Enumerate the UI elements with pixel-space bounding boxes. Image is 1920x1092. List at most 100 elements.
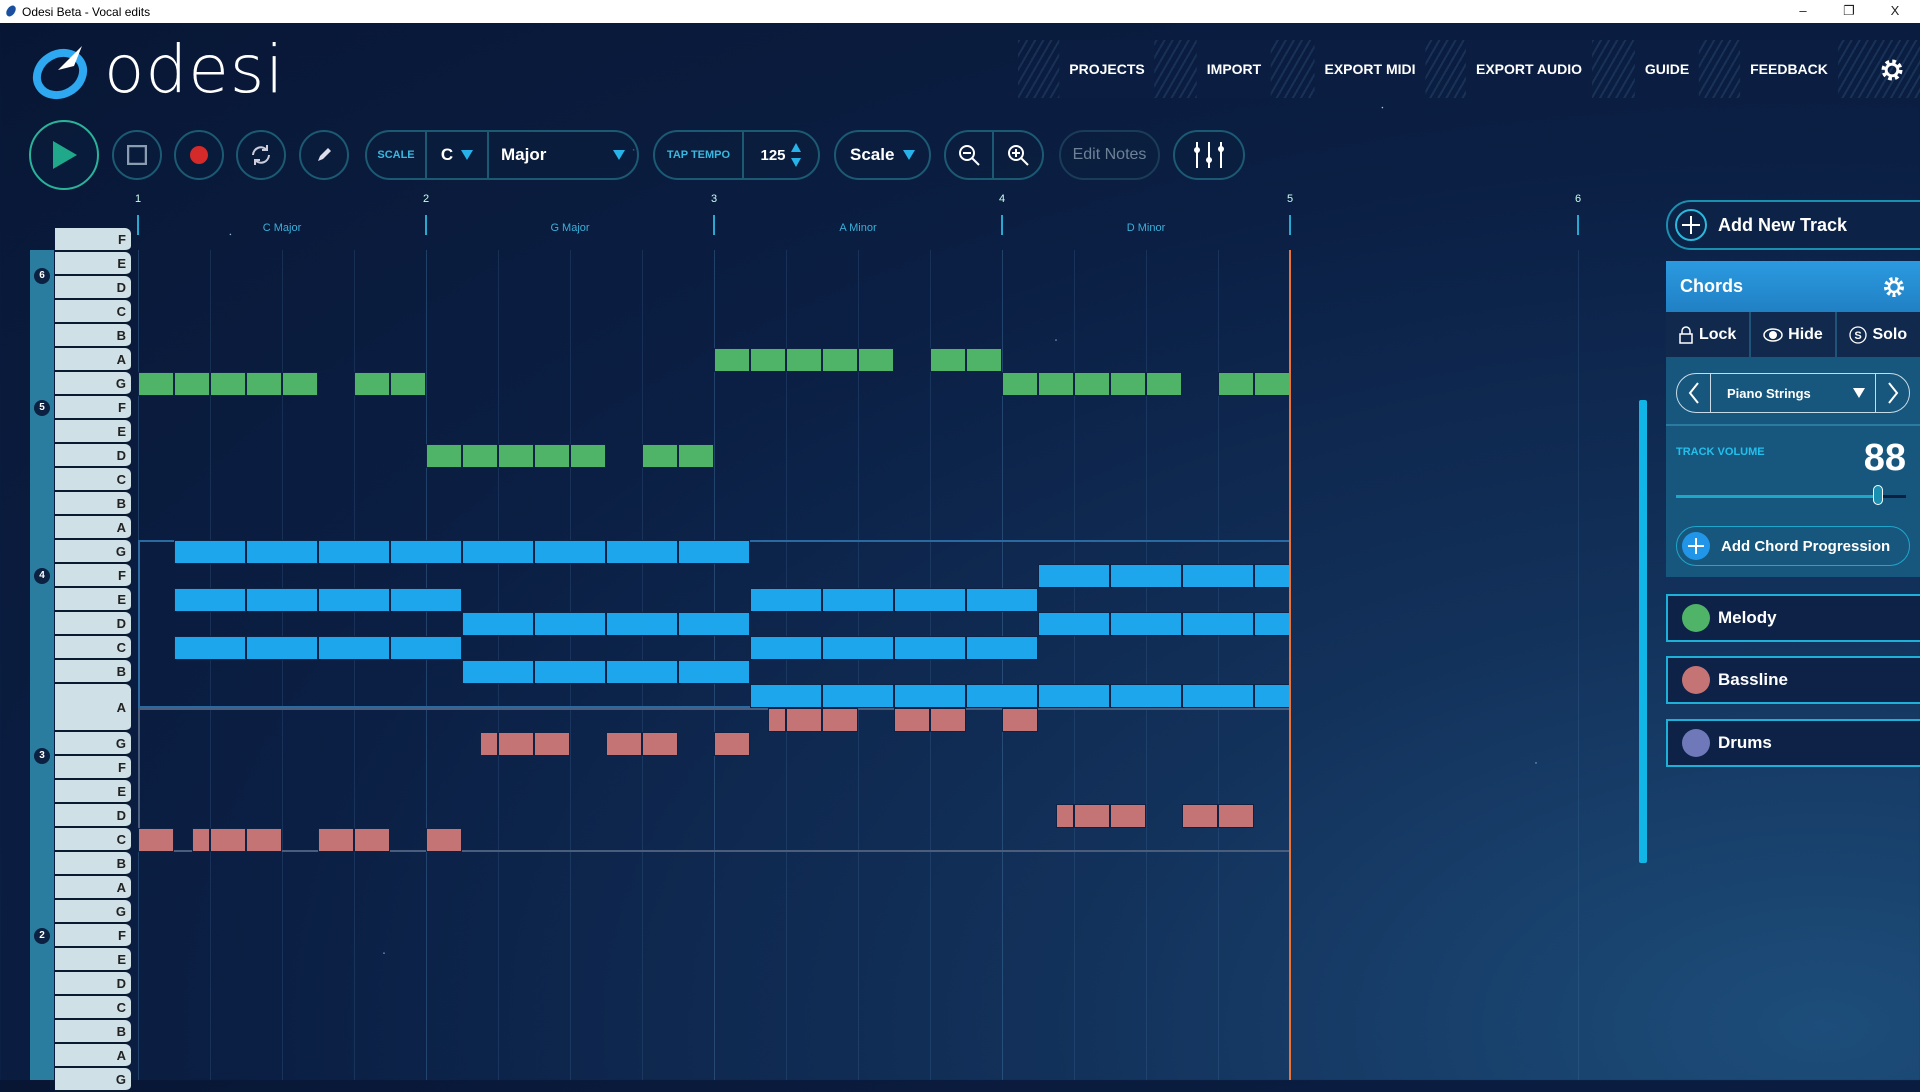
bassline-note[interactable]: [606, 732, 642, 756]
scale-dropdown[interactable]: Scale: [834, 130, 931, 180]
melody-note[interactable]: [1002, 372, 1038, 396]
chords-note[interactable]: [966, 684, 1038, 708]
piano-key[interactable]: C: [55, 996, 131, 1020]
bassline-note[interactable]: [786, 708, 822, 732]
piano-key[interactable]: D: [55, 276, 131, 300]
chords-note[interactable]: [318, 636, 390, 660]
piano-key[interactable]: D: [55, 972, 131, 996]
chords-note[interactable]: [822, 588, 894, 612]
minimize-button[interactable]: –: [1799, 3, 1807, 18]
pencil-button[interactable]: [299, 130, 349, 180]
bassline-note[interactable]: [138, 828, 174, 852]
bassline-note[interactable]: [192, 828, 210, 852]
chords-note[interactable]: [1110, 612, 1182, 636]
loop-button[interactable]: [236, 130, 286, 180]
chords-note[interactable]: [822, 636, 894, 660]
bassline-note[interactable]: [1056, 804, 1074, 828]
bassline-note[interactable]: [210, 828, 246, 852]
chords-note[interactable]: [606, 612, 678, 636]
melody-note[interactable]: [462, 444, 498, 468]
piano-key[interactable]: E: [55, 588, 131, 612]
piano-key[interactable]: E: [55, 780, 131, 804]
piano-key[interactable]: E: [55, 420, 131, 444]
vertical-scrollbar[interactable]: [1639, 400, 1647, 863]
track-settings-gear-icon[interactable]: [1882, 275, 1906, 299]
melody-note[interactable]: [282, 372, 318, 396]
bassline-note[interactable]: [1182, 804, 1218, 828]
chords-note[interactable]: [966, 588, 1038, 612]
track-bassline[interactable]: Bassline: [1666, 656, 1920, 704]
piano-key[interactable]: F: [55, 924, 131, 948]
melody-note[interactable]: [498, 444, 534, 468]
mode-dropdown[interactable]: Major: [489, 132, 637, 178]
melody-note[interactable]: [642, 444, 678, 468]
melody-note[interactable]: [1038, 372, 1074, 396]
chords-note[interactable]: [246, 588, 318, 612]
piano-key[interactable]: C: [55, 636, 131, 660]
chords-note[interactable]: [534, 612, 606, 636]
nav-export-audio[interactable]: EXPORT AUDIO: [1465, 40, 1593, 98]
key-dropdown[interactable]: C: [427, 132, 489, 178]
bassline-note[interactable]: [498, 732, 534, 756]
chords-note[interactable]: [174, 588, 246, 612]
zoom-in-button[interactable]: [994, 132, 1042, 178]
piano-key[interactable]: F: [55, 756, 131, 780]
piano-key[interactable]: B: [55, 852, 131, 876]
melody-note[interactable]: [858, 348, 894, 372]
restore-button[interactable]: ❐: [1843, 3, 1855, 18]
nav-guide[interactable]: GUIDE: [1634, 40, 1700, 98]
piano-key[interactable]: E: [55, 948, 131, 972]
chords-note[interactable]: [894, 684, 966, 708]
chords-note[interactable]: [1254, 612, 1290, 636]
chords-note[interactable]: [1182, 684, 1254, 708]
chords-note[interactable]: [462, 540, 534, 564]
record-button[interactable]: [174, 130, 224, 180]
piano-key[interactable]: G: [55, 732, 131, 756]
up-down-arrows-icon[interactable]: [790, 142, 802, 168]
melody-note[interactable]: [750, 348, 786, 372]
melody-note[interactable]: [1110, 372, 1146, 396]
melody-note[interactable]: [570, 444, 606, 468]
piano-key[interactable]: A: [55, 684, 131, 732]
piano-key[interactable]: C: [55, 300, 131, 324]
chords-note[interactable]: [534, 540, 606, 564]
piano-key[interactable]: G: [55, 372, 131, 396]
chords-note[interactable]: [462, 660, 534, 684]
chords-note[interactable]: [1254, 564, 1290, 588]
chords-note[interactable]: [1038, 564, 1110, 588]
melody-note[interactable]: [426, 444, 462, 468]
stop-button[interactable]: [112, 130, 162, 180]
chords-note[interactable]: [174, 636, 246, 660]
track-melody[interactable]: Melody: [1666, 594, 1920, 642]
melody-note[interactable]: [1146, 372, 1182, 396]
tap-tempo-button[interactable]: TAP TEMPO: [655, 132, 744, 178]
chords-note[interactable]: [894, 636, 966, 660]
melody-note[interactable]: [210, 372, 246, 396]
chord-label[interactable]: G Major: [550, 222, 590, 234]
piano-key[interactable]: E: [55, 252, 131, 276]
settings-gear-icon[interactable]: [1878, 56, 1906, 84]
chords-note[interactable]: [750, 636, 822, 660]
bassline-note[interactable]: [246, 828, 282, 852]
chords-note[interactable]: [1038, 612, 1110, 636]
chords-note[interactable]: [1038, 684, 1110, 708]
close-button[interactable]: X: [1890, 3, 1900, 18]
nav-feedback[interactable]: FEEDBACK: [1740, 40, 1838, 98]
bassline-note[interactable]: [1074, 804, 1110, 828]
melody-note[interactable]: [966, 348, 1002, 372]
lock-button[interactable]: Lock: [1666, 312, 1752, 357]
melody-note[interactable]: [174, 372, 210, 396]
volume-slider[interactable]: [1676, 485, 1906, 505]
volume-slider-handle[interactable]: [1873, 485, 1884, 505]
piano-key[interactable]: B: [55, 492, 131, 516]
melody-note[interactable]: [138, 372, 174, 396]
chords-note[interactable]: [966, 636, 1038, 660]
melody-note[interactable]: [678, 444, 714, 468]
chord-label[interactable]: C Major: [262, 222, 302, 234]
chords-note[interactable]: [246, 540, 318, 564]
piano-key[interactable]: F: [55, 228, 131, 252]
chords-note[interactable]: [534, 660, 606, 684]
chords-note[interactable]: [174, 540, 246, 564]
chords-note[interactable]: [894, 588, 966, 612]
melody-note[interactable]: [714, 348, 750, 372]
